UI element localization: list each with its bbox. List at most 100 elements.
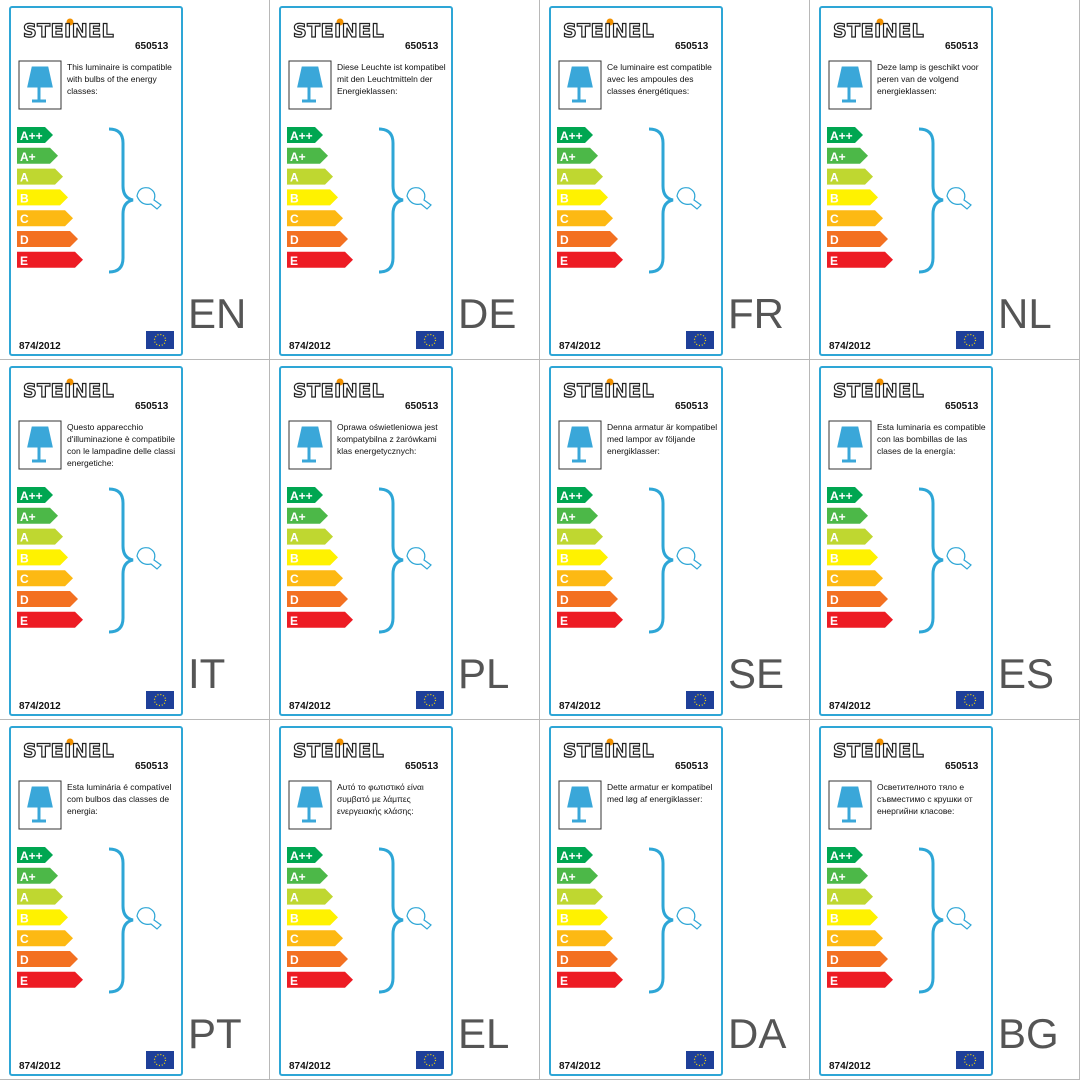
- eu-stars: [693, 1053, 707, 1067]
- regulation: 874/2012: [289, 701, 331, 712]
- energy-class: A+: [290, 150, 306, 164]
- model-number: 650513: [405, 401, 439, 412]
- energy-class: A: [830, 531, 839, 545]
- energy-arrow: [17, 231, 78, 247]
- energy-class: A++: [20, 129, 43, 143]
- energy-class: A: [830, 891, 839, 905]
- bulb-icon: [946, 187, 972, 210]
- energy-class: A+: [20, 150, 36, 164]
- eu-flag: [686, 1051, 714, 1069]
- energy-class: C: [290, 212, 299, 226]
- energy-class: D: [290, 953, 299, 967]
- energy-class: C: [20, 212, 29, 226]
- energy-class: A+: [830, 150, 846, 164]
- bracket: [108, 127, 134, 274]
- energy-arrow: [17, 147, 58, 164]
- energy-arrow: [827, 231, 888, 247]
- energy-class: E: [560, 974, 568, 988]
- energy-arrow: [557, 847, 593, 863]
- energy-class: A+: [20, 510, 36, 524]
- energy-class: A+: [290, 870, 306, 884]
- energy-arrow: [17, 951, 78, 967]
- energy-arrow: [827, 528, 873, 545]
- energy-class: E: [830, 614, 838, 628]
- energy-class: B: [20, 551, 29, 565]
- energy-arrow: [557, 888, 603, 905]
- energy-label: A++ A+ A B C D E STEINEL 650513 Dette armatur er …: [549, 726, 723, 1076]
- eu-stars: [153, 693, 167, 707]
- energy-class: E: [20, 974, 28, 988]
- logo-dot: [336, 18, 344, 26]
- energy-arrow: [557, 231, 618, 247]
- bracket: [918, 127, 944, 274]
- eu-flag: [686, 691, 714, 709]
- eu-flag: [686, 331, 714, 349]
- energy-arrow: [827, 930, 883, 947]
- model-number: 650513: [675, 401, 709, 412]
- bracket: [918, 487, 944, 634]
- label-cell: A++ A+ A B C D E STEINEL 650513 This luminaire is…: [0, 0, 270, 360]
- energy-arrow: [827, 210, 883, 227]
- energy-arrow: [557, 909, 608, 926]
- brand-logo: STEINEL: [562, 379, 655, 402]
- compatibility-text: This luminaire is compatible with bulbs …: [67, 62, 172, 96]
- energy-arrow: [827, 168, 873, 185]
- eu-flag: [956, 331, 984, 349]
- compatibility-text: Esta luminária é compatível com bulbos d…: [67, 782, 172, 816]
- energy-class: E: [290, 614, 298, 628]
- label-cell: A++ A+ A B C D E STEINEL 650513 Esta luminaria es…: [810, 360, 1080, 720]
- logo-dot: [876, 738, 884, 746]
- eu-flag: [956, 1051, 984, 1069]
- language-code: DE: [458, 290, 517, 337]
- eu-flag: [146, 691, 174, 709]
- energy-arrow: [557, 971, 623, 988]
- language-code: IT: [188, 650, 226, 697]
- bracket: [648, 127, 674, 274]
- energy-arrow: [827, 971, 893, 988]
- energy-class: E: [20, 614, 28, 628]
- language-code: BG: [998, 1010, 1059, 1057]
- compatibility-text: Αυτό το φωτιστικό είναι συμβατό με λάμπε…: [337, 782, 424, 816]
- energy-arrow: [557, 251, 623, 268]
- regulation: 874/2012: [19, 341, 61, 352]
- bulb-icon: [676, 187, 702, 210]
- logo-dot: [876, 378, 884, 386]
- bracket: [108, 487, 134, 634]
- bulb-icon: [136, 187, 162, 210]
- energy-arrow: [17, 930, 73, 947]
- energy-class: C: [830, 932, 839, 946]
- energy-class: A++: [830, 129, 853, 143]
- energy-arrow: [827, 591, 888, 607]
- model-number: 650513: [945, 41, 979, 52]
- energy-class: D: [20, 233, 29, 247]
- bulb-icon: [406, 187, 432, 210]
- language-code: ES: [998, 650, 1055, 697]
- energy-label: A++ A+ A B C D E STEINEL 650513 Questo apparecchi…: [9, 366, 183, 716]
- energy-arrow: [557, 168, 603, 185]
- bulb-icon: [406, 547, 432, 570]
- energy-class: B: [560, 551, 569, 565]
- energy-class: D: [560, 233, 569, 247]
- energy-arrow: [287, 168, 333, 185]
- energy-class: A++: [290, 849, 313, 863]
- energy-class: A+: [560, 870, 576, 884]
- energy-label: A++ A+ A B C D E STEINEL 650513 Denna armatur är …: [549, 366, 723, 716]
- lamp-icon: [297, 66, 323, 103]
- model-number: 650513: [135, 401, 169, 412]
- energy-arrow: [827, 251, 893, 268]
- energy-arrow: [17, 549, 68, 566]
- language-code: SE: [728, 650, 785, 697]
- label-cell: A++ A+ A B C D E STEINEL 650513 Questo apparecchi…: [0, 360, 270, 720]
- energy-class: E: [830, 974, 838, 988]
- energy-arrow: [287, 951, 348, 967]
- bulb-icon: [676, 547, 702, 570]
- energy-class: A+: [830, 870, 846, 884]
- energy-class: A+: [560, 150, 576, 164]
- energy-arrow: [557, 549, 608, 566]
- energy-arrow: [827, 867, 868, 884]
- energy-arrow: [287, 570, 343, 587]
